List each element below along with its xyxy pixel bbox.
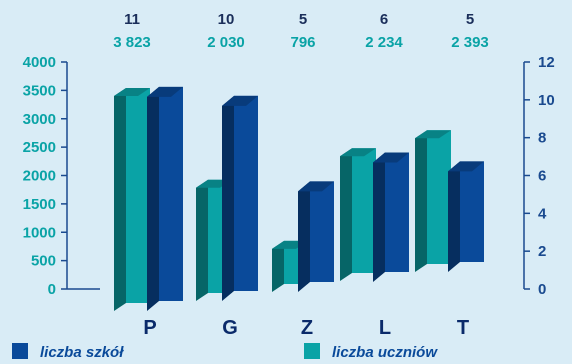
bar-students: [415, 130, 451, 272]
left-tick-label: 1000: [23, 224, 56, 241]
top-label-value: 2 234: [365, 34, 403, 51]
left-tick-label: 3500: [23, 82, 56, 99]
top-label-count: 10: [218, 11, 235, 28]
right-tick-label: 8: [538, 130, 546, 147]
legend-label-students: liczba uczniów: [332, 344, 438, 361]
category-label: T: [457, 317, 469, 339]
right-tick-label: 12: [538, 54, 555, 71]
right-tick-label: 4: [538, 205, 547, 222]
bar-schools: [222, 95, 258, 301]
bars: [114, 86, 484, 312]
left-tick-label: 2500: [23, 139, 56, 156]
right-axis: 12 10 8 6 4 2 0: [523, 54, 555, 298]
top-label-count: 5: [299, 11, 307, 28]
bar-schools: [448, 161, 484, 272]
right-tick-label: 0: [538, 281, 546, 298]
legend-swatch-schools: [12, 343, 28, 359]
category-label: L: [379, 317, 391, 339]
bar-students: [114, 88, 150, 312]
left-tick-label: 0: [48, 281, 56, 298]
top-label-value: 796: [290, 34, 315, 51]
bar-schools: [147, 86, 183, 312]
left-tick-label: 4000: [23, 54, 56, 71]
right-tick-label: 10: [538, 92, 555, 109]
legend-swatch-students: [304, 343, 320, 359]
right-tick-label: 6: [538, 168, 546, 185]
category-label: G: [222, 317, 238, 339]
top-labels: 11 3 823 10 2 030 5 796 6 2 234 5 2 393: [113, 11, 489, 51]
bar-schools: [373, 152, 409, 282]
top-label-value: 2 393: [451, 34, 489, 51]
top-label-value: 2 030: [207, 34, 245, 51]
left-tick-label: 2000: [23, 168, 56, 185]
left-axis: 4000 3500 3000 2500 2000 1500 1000 500 0: [23, 54, 100, 298]
category-label: Z: [301, 317, 313, 339]
top-label-value: 3 823: [113, 34, 151, 51]
bar-schools: [298, 181, 334, 292]
bar-students: [340, 148, 376, 281]
legend-label-schools: liczba szkół: [40, 344, 124, 361]
left-tick-label: 1500: [23, 196, 56, 213]
top-label-count: 5: [466, 11, 474, 28]
left-tick-label: 500: [31, 253, 56, 270]
left-tick-label: 3000: [23, 111, 56, 128]
category-label: P: [143, 317, 156, 339]
top-label-count: 11: [124, 11, 140, 28]
legend: liczba szkół liczba uczniów: [12, 343, 438, 361]
top-label-count: 6: [380, 11, 388, 28]
right-tick-label: 2: [538, 243, 546, 260]
